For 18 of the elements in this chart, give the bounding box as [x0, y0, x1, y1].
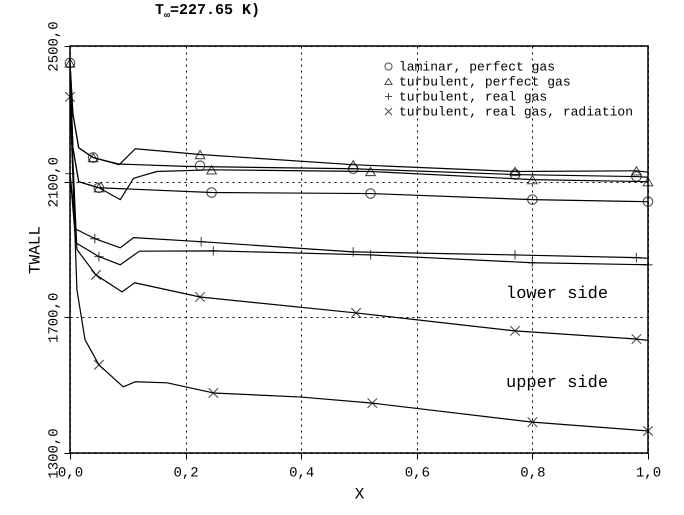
- x-tick-label: 1,0: [636, 466, 662, 482]
- annotation: lower side: [506, 285, 608, 304]
- legend-label: laminar, perfect gas: [399, 60, 556, 74]
- y-tick-label: 1700,0: [46, 292, 62, 344]
- x-tick-label: 0,4: [289, 466, 314, 482]
- y-tick-label: 2100,0: [46, 156, 62, 208]
- x-tick-label: 0,2: [173, 466, 199, 482]
- annotation: upper side: [506, 374, 608, 393]
- legend-label: turbulent, real gas: [399, 90, 548, 104]
- legend-label: turbulent, perfect gas: [399, 74, 571, 90]
- y-axis-title: TWALL: [26, 226, 44, 274]
- legend-label: turbulent, real gas, radiation: [399, 104, 634, 120]
- y-tick-label: 2500,0: [46, 21, 62, 72]
- x-axis-title: X: [354, 486, 365, 504]
- x-tick-label: 0,0: [58, 466, 84, 482]
- x-tick-label: 0,6: [404, 466, 430, 482]
- chart-title: T$_{∞}$=227.65 K): [155, 2, 260, 22]
- x-tick-label: 0,8: [520, 466, 546, 482]
